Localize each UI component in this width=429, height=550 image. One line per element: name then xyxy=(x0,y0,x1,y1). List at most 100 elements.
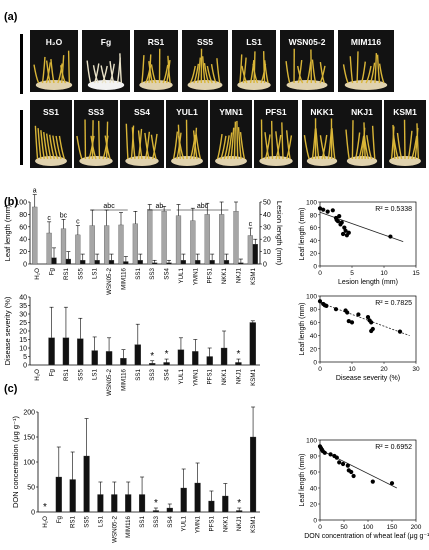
bar xyxy=(206,356,213,366)
seedling xyxy=(363,133,370,160)
bar xyxy=(249,322,256,366)
bar xyxy=(247,235,253,265)
seedling xyxy=(236,120,239,160)
seedling xyxy=(60,55,65,84)
data-point xyxy=(389,481,395,486)
bar xyxy=(222,495,229,513)
seedling xyxy=(131,127,136,160)
data-point xyxy=(397,329,403,334)
photo-panel: YMN1 xyxy=(210,100,252,168)
y-tick-label: 80 xyxy=(310,212,318,219)
significance-letter: c xyxy=(76,219,80,226)
category-label: H₂O xyxy=(42,516,49,528)
x-tick-label: 30 xyxy=(412,366,420,373)
category-label: PFS1 xyxy=(207,267,214,283)
seedling xyxy=(351,120,354,160)
seedling xyxy=(49,134,56,160)
photo-panel: NKJ1 xyxy=(342,100,382,168)
seedling xyxy=(345,129,350,160)
seedling xyxy=(366,135,373,160)
seedling xyxy=(365,65,372,84)
y-tick-label: 25 xyxy=(19,320,27,327)
seedling xyxy=(270,120,274,160)
photo-label: MIM116 xyxy=(351,37,382,47)
significance-letter: abc xyxy=(197,203,209,210)
y-tick-label: 40 xyxy=(19,295,27,302)
seedling xyxy=(202,56,206,84)
data-point xyxy=(351,473,356,479)
category-label: YMN1 xyxy=(192,267,199,285)
seedling xyxy=(297,65,304,84)
seed-tray xyxy=(237,80,271,90)
y-tick-label: 100 xyxy=(15,200,27,207)
photo-panel: SS1 xyxy=(30,100,72,168)
y-tick-label: 20 xyxy=(310,502,318,509)
seedling xyxy=(144,132,150,160)
bar xyxy=(69,479,76,513)
scatter-chart-b-scatter-1: 0 20 40 60 80 100 0 5 10 15 Lesion length (mm) Leaf… xyxy=(299,200,420,287)
data-point xyxy=(346,318,351,324)
category-label: LS1 xyxy=(97,515,104,527)
category-label: MIM116 xyxy=(125,515,132,537)
y2-tick-label: 40 xyxy=(263,212,271,219)
seedling xyxy=(141,55,145,84)
seed-tray xyxy=(171,156,203,166)
seedling xyxy=(162,64,169,84)
significance-star: * xyxy=(43,502,47,513)
data-point xyxy=(349,469,354,475)
photo-label: H₂O xyxy=(46,37,63,47)
bar xyxy=(161,211,167,265)
seedling xyxy=(167,55,171,84)
category-label: WSN05-2 xyxy=(111,515,118,542)
data-point xyxy=(365,315,371,320)
category-label: SS1 xyxy=(135,267,142,279)
y-tick-label: 200 xyxy=(23,410,35,417)
y-tick-label: 100 xyxy=(306,200,317,207)
bar xyxy=(152,262,158,265)
category-label: YUL1 xyxy=(181,515,188,531)
significance-letter: c xyxy=(47,215,51,222)
data-point xyxy=(334,217,339,223)
y-axis-label: Leaf length (mm) xyxy=(299,208,306,261)
photo-panel: SS5 xyxy=(182,30,228,92)
x-tick-label: 0 xyxy=(318,524,322,531)
seedling xyxy=(392,135,399,160)
photo-label: RS1 xyxy=(148,37,165,47)
y-tick-label: 60 xyxy=(310,225,318,232)
bar xyxy=(180,260,186,265)
category-label: MIM116 xyxy=(120,368,127,390)
bar xyxy=(137,260,143,265)
significance-star: * xyxy=(154,498,158,509)
seedling xyxy=(151,133,158,160)
seedling xyxy=(392,124,396,160)
y-tick-label: 60 xyxy=(19,224,27,231)
bar xyxy=(125,494,132,513)
bar xyxy=(60,228,67,265)
seed-tray xyxy=(125,156,159,166)
seedling xyxy=(275,131,281,160)
y-axis-label: Leaf length (mm) xyxy=(299,303,306,356)
y2-tick-label: 20 xyxy=(263,237,271,244)
significance-letter: ab xyxy=(155,203,163,210)
scale-bar-1 xyxy=(20,34,23,94)
seedling xyxy=(172,131,179,160)
seedling xyxy=(165,59,171,84)
seed-tray xyxy=(79,156,113,166)
bar xyxy=(111,494,118,513)
bar xyxy=(94,260,100,265)
category-label: YMN1 xyxy=(195,515,202,533)
x-tick-label: 150 xyxy=(387,524,398,531)
y-tick-label: 100 xyxy=(23,460,35,467)
bar xyxy=(166,262,172,265)
seedling xyxy=(262,51,266,84)
data-point xyxy=(334,455,339,460)
x-tick-label: 10 xyxy=(380,270,388,277)
significance-star: * xyxy=(165,349,169,360)
seedling xyxy=(98,120,101,160)
data-point xyxy=(345,310,350,315)
y2-tick-label: 50 xyxy=(263,200,271,207)
bar xyxy=(91,350,98,366)
seedling xyxy=(33,64,40,84)
bar xyxy=(152,510,160,513)
